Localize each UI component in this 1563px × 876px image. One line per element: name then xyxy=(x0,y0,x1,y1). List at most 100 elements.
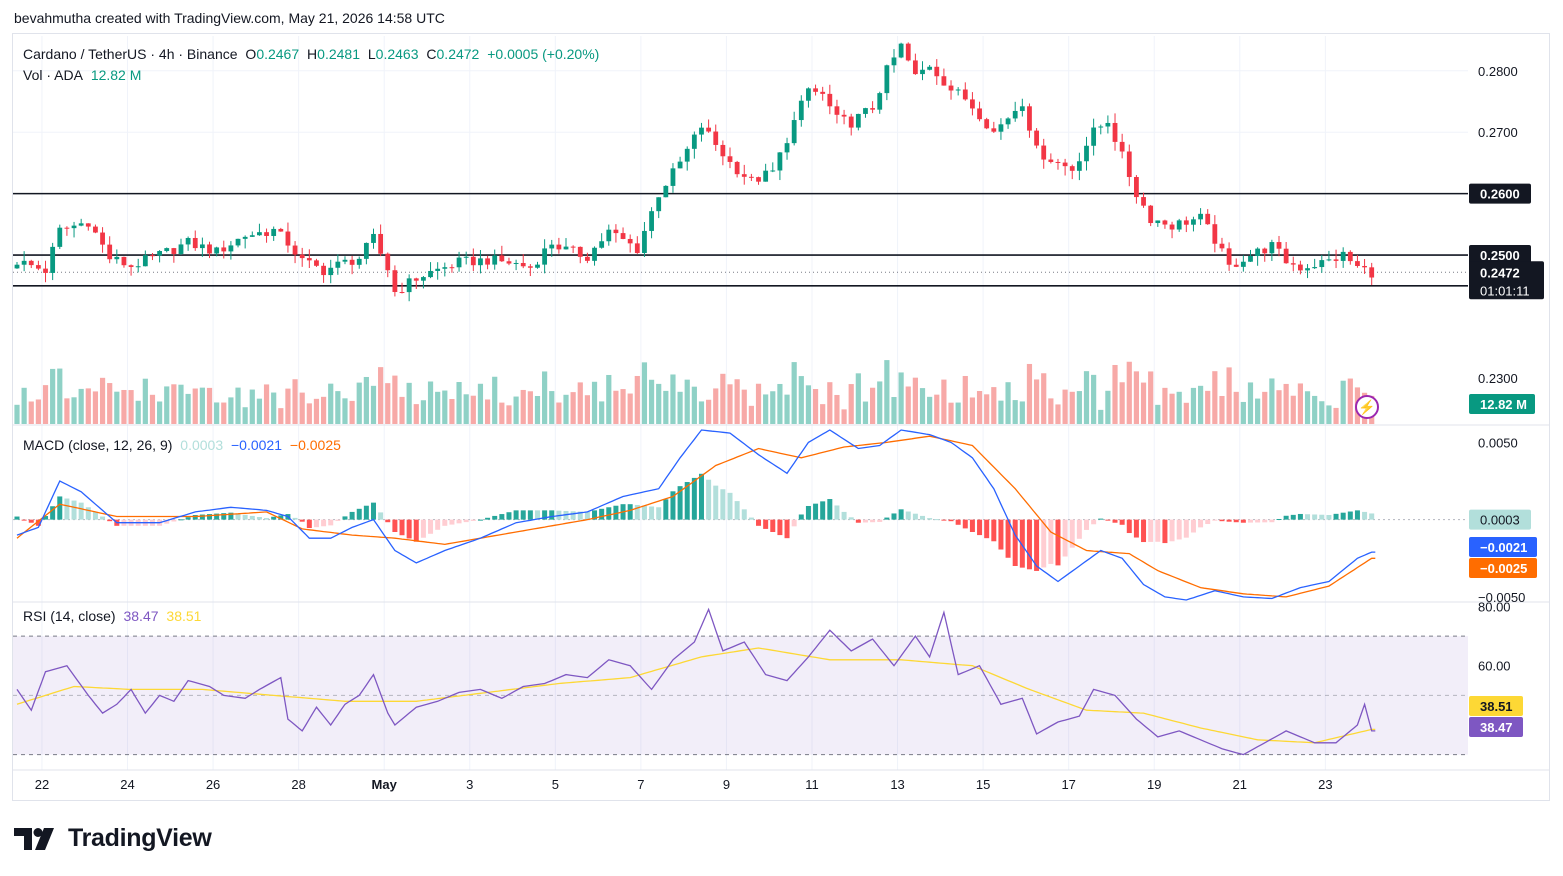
candle-body xyxy=(756,177,761,182)
candle xyxy=(570,245,576,254)
macd-label[interactable]: MACD (close, 12, 26, 9) xyxy=(23,437,173,453)
volume-bar xyxy=(1304,391,1311,424)
candle-body xyxy=(100,232,105,245)
candle xyxy=(1069,164,1075,180)
candle-body xyxy=(107,244,113,260)
candle xyxy=(1055,158,1061,170)
symbol-title[interactable]: Cardano / TetherUS · 4h · Binance xyxy=(23,46,238,62)
macd-histogram-bar xyxy=(1048,519,1054,564)
candle xyxy=(670,163,676,193)
volume-label[interactable]: Vol · ADA xyxy=(23,67,83,83)
low-label: L xyxy=(367,46,376,62)
volume-bar xyxy=(848,384,854,424)
volume-bar xyxy=(919,388,926,424)
volume-bar xyxy=(121,389,127,424)
volume-bar xyxy=(499,402,505,424)
candle-body xyxy=(955,89,961,91)
volume-bar xyxy=(206,387,213,424)
macd-histogram-bar xyxy=(207,514,213,520)
macd-histogram-bar xyxy=(912,513,918,520)
volume-bar xyxy=(492,376,498,424)
candle-body xyxy=(435,268,441,271)
macd-histogram-bar xyxy=(813,503,819,520)
candle xyxy=(1248,249,1253,262)
macd-histogram-bar xyxy=(1084,519,1089,530)
volume-bar xyxy=(35,399,41,424)
macd-histogram-bar xyxy=(941,519,947,521)
volume-bar xyxy=(841,409,847,424)
candle xyxy=(1298,260,1303,275)
volume-bar xyxy=(1226,367,1232,424)
macd-histogram-bar xyxy=(506,512,512,520)
macd-histogram-bar xyxy=(1041,519,1047,568)
volume-bar xyxy=(14,404,20,424)
candle xyxy=(734,160,740,178)
candle xyxy=(285,222,291,253)
macd-histogram-bar xyxy=(549,510,555,520)
candle-body xyxy=(456,257,462,268)
candle-body xyxy=(1355,261,1360,266)
price-tick-label: 0.2700 xyxy=(1478,125,1518,140)
macd-histogram-bar xyxy=(977,519,983,536)
rsi-ma-value: 38.51 xyxy=(166,608,202,624)
candle xyxy=(107,236,113,264)
candle-body xyxy=(642,230,647,254)
candle-body xyxy=(1362,265,1367,268)
volume-bar xyxy=(1183,402,1189,424)
candle-body xyxy=(428,270,433,278)
candle xyxy=(841,109,847,125)
macd-histogram-bar xyxy=(948,519,954,522)
volume-bar xyxy=(805,385,812,424)
rsi-label[interactable]: RSI (14, close) xyxy=(23,608,116,624)
candle xyxy=(1105,115,1111,134)
candle xyxy=(64,226,70,236)
macd-histogram-bar xyxy=(927,518,933,520)
candle-body xyxy=(520,262,526,267)
candle xyxy=(264,228,269,243)
macd-histogram-bar xyxy=(463,519,469,523)
volume-bar xyxy=(313,398,320,424)
candle-body xyxy=(763,170,769,182)
macd-histogram-bar xyxy=(57,496,63,520)
candle xyxy=(855,113,861,131)
lightning-icon[interactable]: ⚡ xyxy=(1355,395,1379,419)
candle xyxy=(271,226,277,241)
volume-bar xyxy=(1012,400,1018,424)
macd-histogram-bar xyxy=(1297,513,1303,520)
volume-bar xyxy=(435,391,441,424)
macd-histogram-bar xyxy=(1141,519,1147,543)
macd-histogram-bar xyxy=(877,519,883,522)
candle-body xyxy=(1219,243,1225,249)
macd-histogram-bar xyxy=(214,513,220,520)
macd-histogram-bar xyxy=(520,510,526,520)
candle-body xyxy=(421,277,426,281)
candle-body xyxy=(228,245,234,252)
x-tick-label: 28 xyxy=(291,777,305,792)
candle xyxy=(977,101,982,122)
candle-body xyxy=(813,88,818,92)
candle xyxy=(535,261,540,269)
volume-bar xyxy=(905,386,911,424)
candle-body xyxy=(43,268,48,273)
candle-body xyxy=(292,245,298,255)
candle xyxy=(157,250,162,263)
candle xyxy=(164,247,170,253)
candle-body xyxy=(542,248,548,265)
volume-bar xyxy=(684,379,690,424)
macd-histogram-bar xyxy=(78,502,84,520)
candle-body xyxy=(1126,151,1132,178)
candle-body xyxy=(335,261,341,268)
candle-body xyxy=(257,232,262,236)
volume-bar xyxy=(606,374,612,424)
volume-bar xyxy=(591,381,598,424)
candle-body xyxy=(691,134,697,149)
candle xyxy=(57,224,63,250)
volume-bar xyxy=(1091,374,1097,424)
candle-body xyxy=(1276,242,1282,249)
candle xyxy=(242,235,248,249)
volume-bar xyxy=(1205,390,1211,424)
candle-body xyxy=(1034,130,1039,146)
macd-histogram-bar xyxy=(185,517,191,520)
volume-bar xyxy=(306,403,312,424)
